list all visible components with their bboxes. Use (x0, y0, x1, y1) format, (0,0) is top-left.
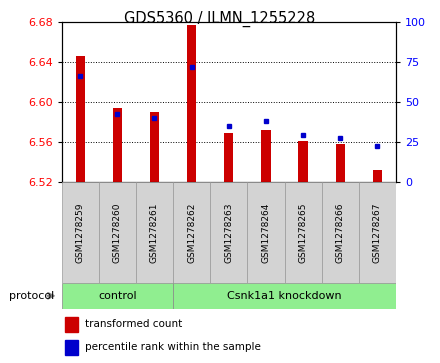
Bar (298, 140, 308, 182)
Bar (336, 143, 345, 182)
Bar (261, 130, 271, 182)
Bar (373, 170, 382, 182)
Bar (210, 182, 247, 283)
Text: GSM1278262: GSM1278262 (187, 202, 196, 262)
Bar (99, 182, 136, 283)
Text: GSM1278265: GSM1278265 (299, 202, 308, 262)
Bar (285, 182, 322, 283)
Bar (247, 182, 285, 283)
Text: GSM1278259: GSM1278259 (76, 202, 84, 262)
Text: GSM1278263: GSM1278263 (224, 202, 233, 262)
Bar (173, 283, 396, 309)
Text: GSM1278260: GSM1278260 (113, 202, 122, 262)
Text: GDS5360 / ILMN_1255228: GDS5360 / ILMN_1255228 (125, 11, 315, 27)
Text: Csnk1a1 knockdown: Csnk1a1 knockdown (227, 291, 342, 301)
Bar (173, 182, 210, 283)
Text: GSM1278261: GSM1278261 (150, 202, 159, 262)
Text: control: control (98, 291, 137, 301)
Text: GSM1278267: GSM1278267 (373, 202, 382, 262)
Bar (322, 182, 359, 283)
Bar (187, 25, 196, 182)
Text: percentile rank within the sample: percentile rank within the sample (85, 342, 261, 352)
Bar (76, 56, 85, 182)
Bar (359, 182, 396, 283)
Bar (113, 107, 122, 182)
Bar (65, 317, 78, 332)
Text: GSM1278266: GSM1278266 (336, 202, 345, 262)
Bar (62, 182, 99, 283)
Text: GSM1278264: GSM1278264 (261, 202, 271, 262)
Bar (224, 132, 234, 182)
Text: transformed count: transformed count (85, 319, 182, 330)
Text: protocol: protocol (9, 291, 54, 301)
Bar (65, 339, 78, 355)
Bar (62, 283, 173, 309)
Bar (150, 111, 159, 182)
Bar (136, 182, 173, 283)
